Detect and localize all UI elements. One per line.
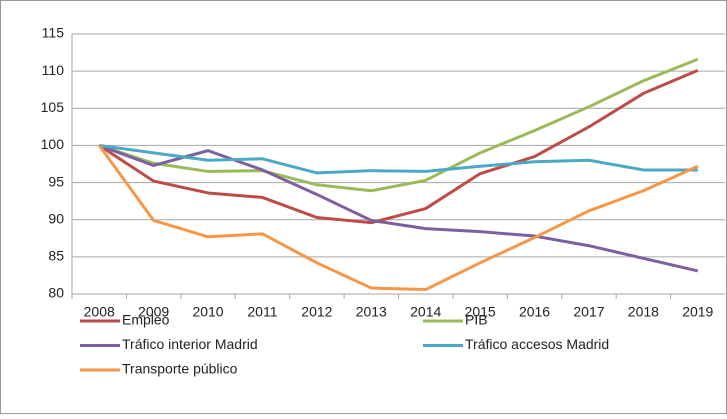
legend-label: PIB: [465, 312, 488, 328]
y-tick-label: 85: [48, 248, 64, 264]
x-tick-label: 2010: [192, 304, 223, 320]
x-tick-label: 2018: [628, 304, 659, 320]
x-tick-label: 2016: [519, 304, 550, 320]
y-tick-label: 105: [41, 99, 65, 115]
x-tick-label: 2009: [138, 304, 169, 320]
x-tick-label: 2008: [84, 304, 115, 320]
series-line: [99, 143, 698, 175]
y-tick-label: 90: [48, 210, 64, 226]
y-tick-label: 95: [48, 173, 64, 189]
x-tick-label: 2012: [301, 304, 332, 320]
legend-label: Empleo: [122, 312, 170, 328]
y-tick-label: 115: [42, 25, 65, 41]
series-line: [98, 69, 699, 225]
legend-label: Tráfico accesos Madrid: [465, 336, 609, 352]
legend-label: Transporte público: [122, 361, 238, 377]
x-tick-label: 2019: [682, 304, 713, 320]
y-tick-label: 110: [42, 62, 65, 78]
series-line: [97, 144, 699, 292]
y-tick-label: 80: [48, 285, 64, 301]
y-tick-label: 100: [41, 136, 65, 152]
x-tick-label: 2015: [465, 304, 496, 320]
series-line: [98, 144, 699, 273]
x-tick-label: 2013: [356, 304, 387, 320]
x-tick-label: 2011: [247, 304, 277, 320]
legend-label: Tráfico interior Madrid: [122, 336, 258, 352]
x-tick-label: 2017: [573, 304, 604, 320]
x-tick-label: 2014: [410, 304, 441, 320]
series-line: [98, 57, 699, 193]
